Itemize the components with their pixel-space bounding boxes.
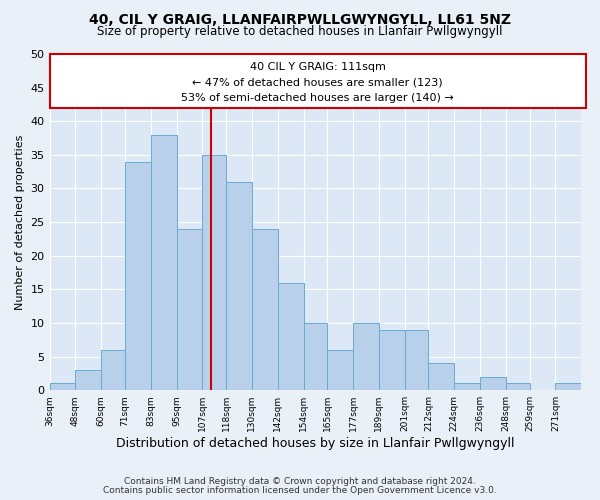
Bar	[454, 384, 480, 390]
Bar	[428, 364, 454, 390]
Bar	[101, 350, 125, 390]
Bar	[379, 330, 405, 390]
Bar	[202, 155, 226, 390]
Text: ← 47% of detached houses are smaller (123): ← 47% of detached houses are smaller (12…	[192, 78, 443, 88]
Text: 40, CIL Y GRAIG, LLANFAIRPWLLGWYNGYLL, LL61 5NZ: 40, CIL Y GRAIG, LLANFAIRPWLLGWYNGYLL, L…	[89, 12, 511, 26]
Bar	[480, 377, 506, 390]
Text: 53% of semi-detached houses are larger (140) →: 53% of semi-detached houses are larger (…	[181, 93, 454, 103]
Bar	[151, 134, 176, 390]
Bar	[556, 384, 581, 390]
Bar	[125, 162, 151, 390]
Bar	[506, 384, 530, 390]
Bar	[50, 384, 76, 390]
Bar	[76, 370, 101, 390]
Text: Size of property relative to detached houses in Llanfair Pwllgwyngyll: Size of property relative to detached ho…	[97, 25, 503, 38]
Bar	[405, 330, 428, 390]
Bar	[278, 282, 304, 390]
Bar	[176, 229, 202, 390]
Text: Contains public sector information licensed under the Open Government Licence v3: Contains public sector information licen…	[103, 486, 497, 495]
Bar	[304, 323, 327, 390]
Bar	[353, 323, 379, 390]
Bar	[226, 182, 252, 390]
Bar	[252, 229, 278, 390]
Bar	[327, 350, 353, 390]
Text: 40 CIL Y GRAIG: 111sqm: 40 CIL Y GRAIG: 111sqm	[250, 62, 385, 72]
FancyBboxPatch shape	[50, 54, 586, 108]
Y-axis label: Number of detached properties: Number of detached properties	[15, 134, 25, 310]
Text: Contains HM Land Registry data © Crown copyright and database right 2024.: Contains HM Land Registry data © Crown c…	[124, 477, 476, 486]
X-axis label: Distribution of detached houses by size in Llanfair Pwllgwyngyll: Distribution of detached houses by size …	[116, 437, 515, 450]
